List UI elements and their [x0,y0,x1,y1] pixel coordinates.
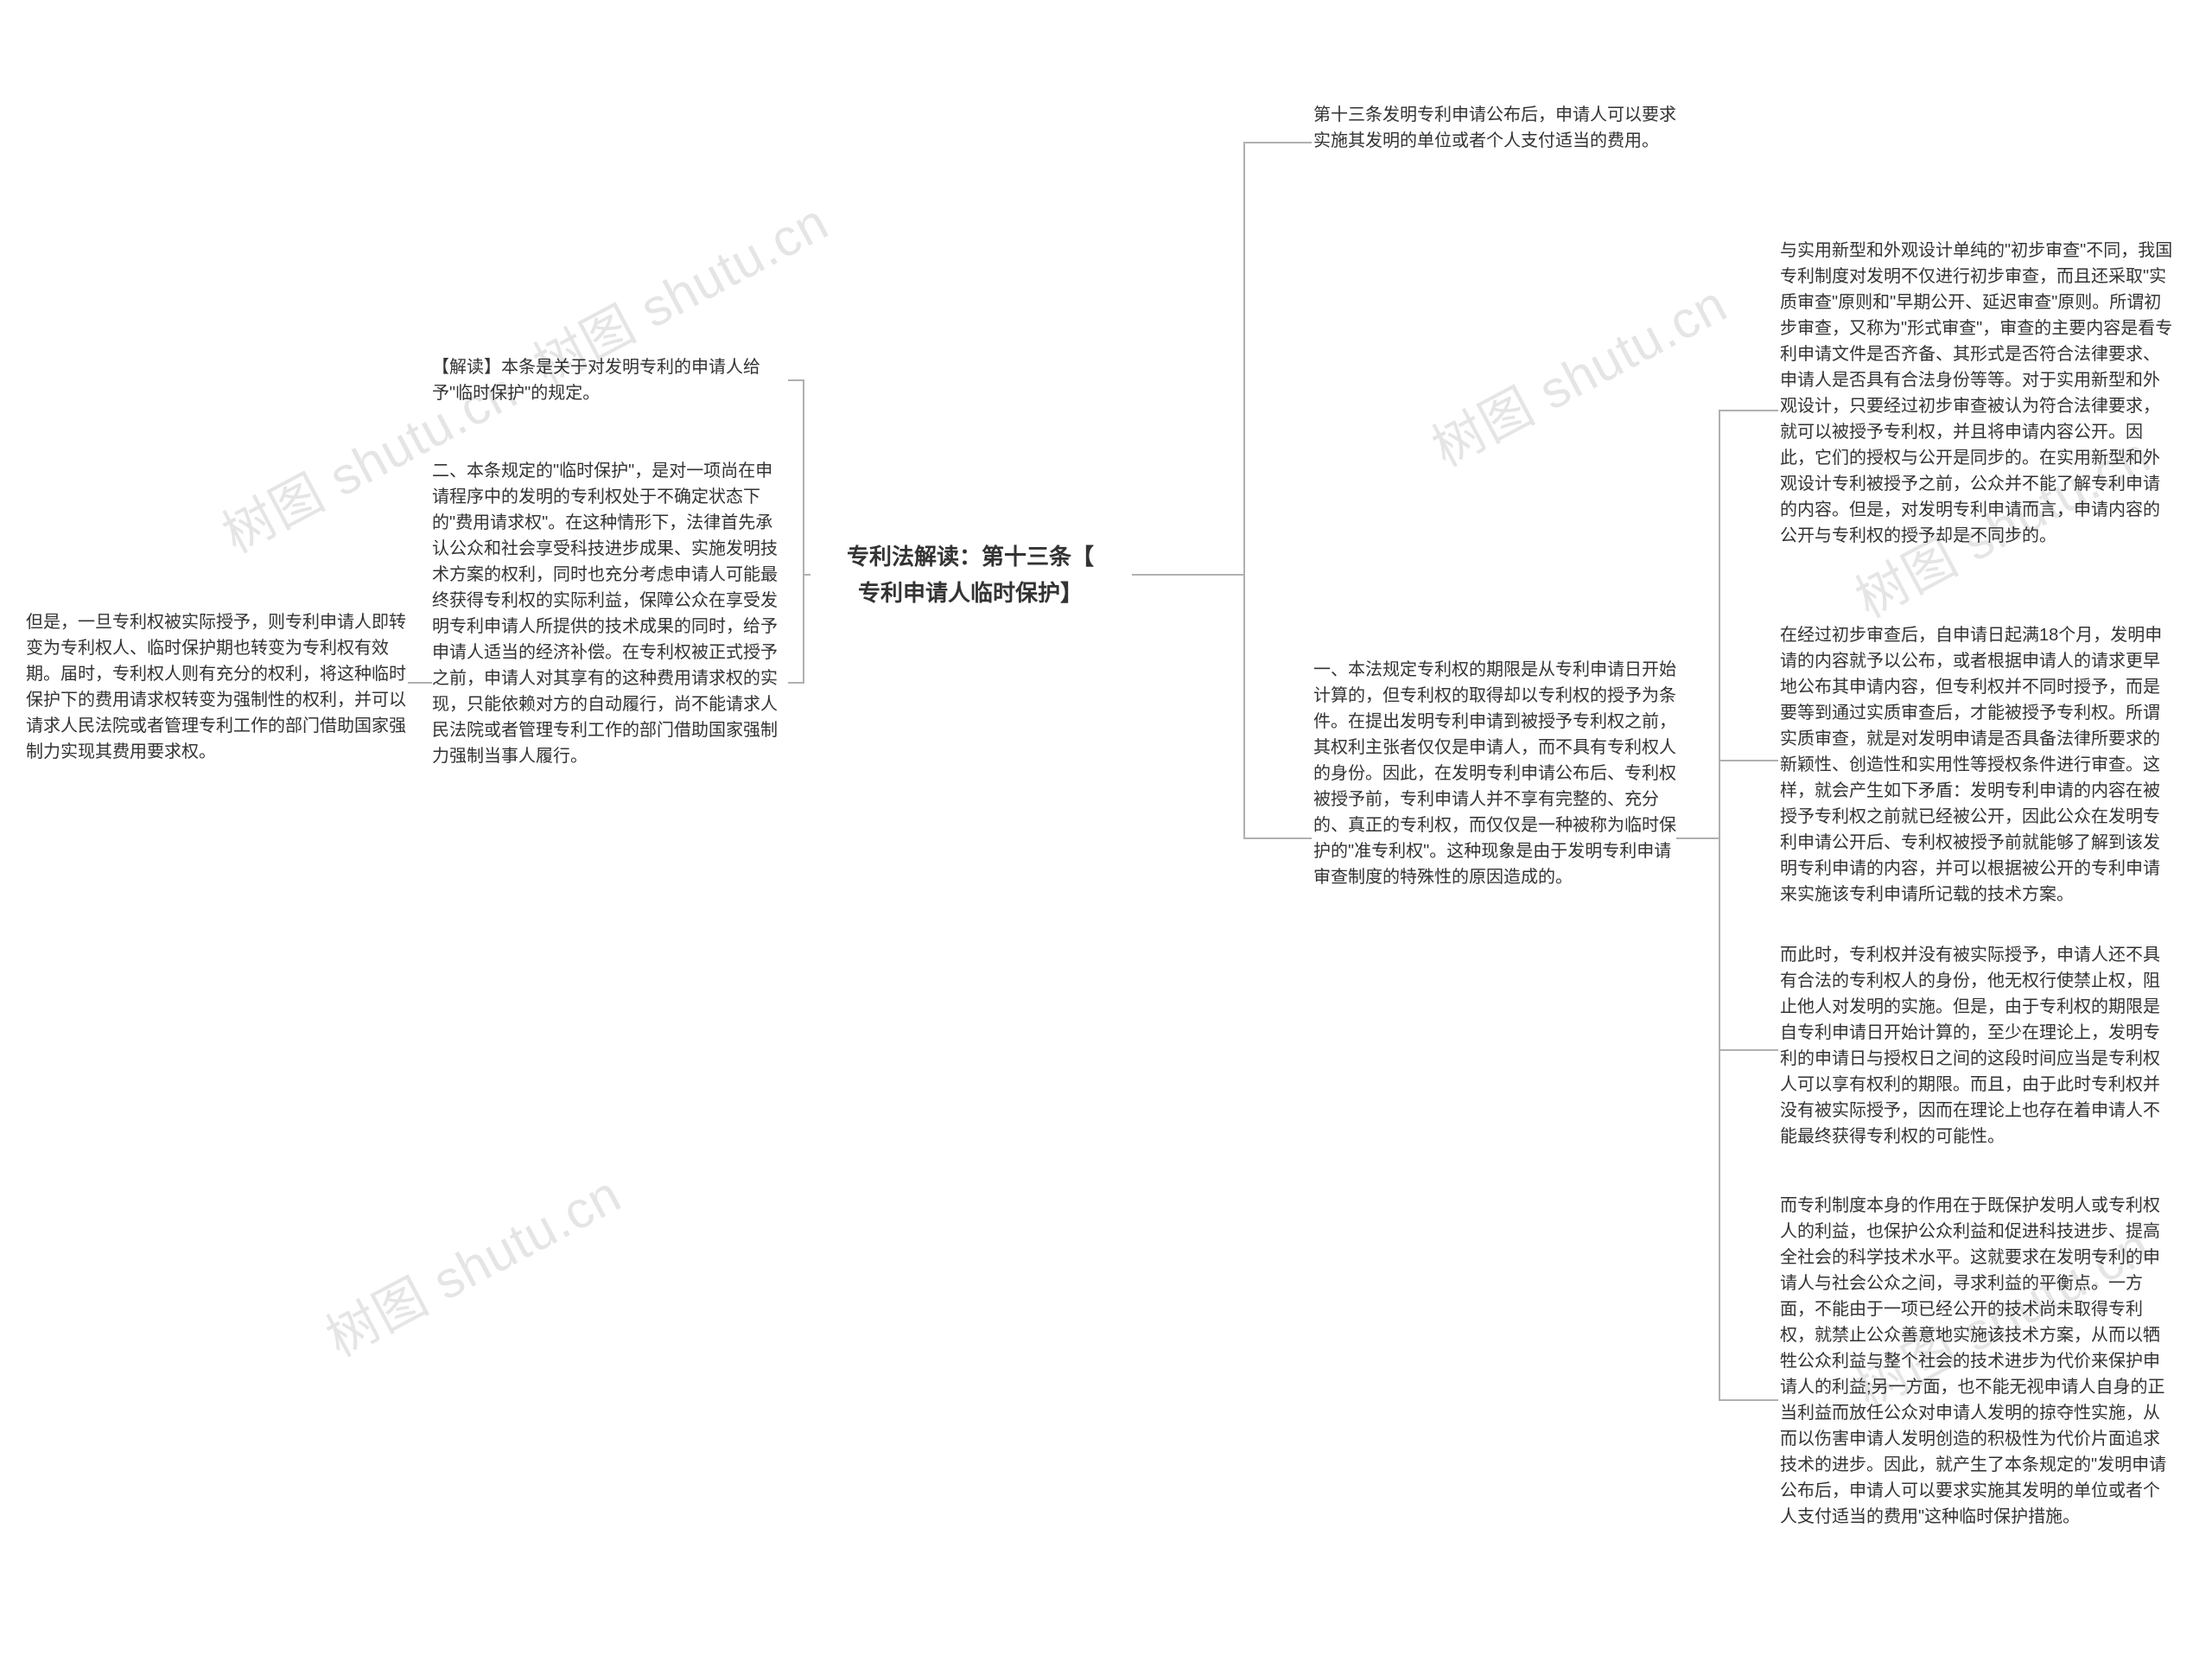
left-leaf-node: 但是，一旦专利权被实际授予，则专利申请人即转变为专利权人、临时保护期也转变为专利… [26,609,406,765]
right-leaf-3: 而此时，专利权并没有被实际授予，申请人还不具有合法的专利权人的身份，他无权行使禁… [1780,942,2173,1149]
watermark: 树图 shutu.cn [311,1153,632,1372]
connector-path [1676,761,1778,838]
right-leaf-4-text: 而专利制度本身的作用在于既保护发明人或专利权人的利益，也保护公众利益和促进科技进… [1780,1196,2166,1526]
left-top-node: 【解读】本条是关于对发明专利的申请人给予"临时保护"的规定。 [432,354,786,406]
connector-path [1676,411,1778,838]
connector-path [1676,838,1778,1050]
connector-path [788,380,810,575]
center-node: 专利法解读：第十三条【 专利申请人临时保护】 [810,539,1130,611]
left-leaf-text: 但是，一旦专利权被实际授予，则专利申请人即转变为专利权人、临时保护期也转变为专利… [26,613,406,761]
left-top-text: 【解读】本条是关于对发明专利的申请人给予"临时保护"的规定。 [432,358,760,403]
right-leaf-1: 与实用新型和外观设计单纯的"初步审查"不同，我国专利制度对发明不仅进行初步审查，… [1780,238,2173,549]
left-main-text: 二、本条规定的"临时保护"，是对一项尚在申请程序中的发明的专利权处于不确定状态下… [432,462,778,766]
connector-path [1132,143,1312,575]
center-title-line1: 专利法解读：第十三条【 [847,544,1094,570]
right-top-text: 第十三条发明专利申请公布后，申请人可以要求实施其发明的单位或者个人支付适当的费用… [1313,105,1676,150]
left-main-node: 二、本条规定的"临时保护"，是对一项尚在申请程序中的发明的专利权处于不确定状态下… [432,458,786,769]
connector-path [1676,838,1778,1400]
right-leaf-4: 而专利制度本身的作用在于既保护发明人或专利权人的利益，也保护公众利益和促进科技进… [1780,1193,2173,1530]
right-leaf-3-text: 而此时，专利权并没有被实际授予，申请人还不具有合法的专利权人的身份，他无权行使禁… [1780,946,2160,1146]
connector-path [1132,575,1312,838]
connector-path [788,575,810,683]
center-title-line2: 专利申请人临时保护】 [858,580,1083,606]
right-leaf-1-text: 与实用新型和外观设计单纯的"初步审查"不同，我国专利制度对发明不仅进行初步审查，… [1780,241,2172,545]
right-leaf-2-text: 在经过初步审查后，自申请日起满18个月，发明申请的内容就予以公布，或者根据申请人… [1780,626,2162,904]
right-main-text: 一、本法规定专利权的期限是从专利申请日开始计算的，但专利权的取得却以专利权的授予… [1313,660,1676,887]
right-leaf-2: 在经过初步审查后，自申请日起满18个月，发明申请的内容就予以公布，或者根据申请人… [1780,622,2173,907]
right-top-node: 第十三条发明专利申请公布后，申请人可以要求实施其发明的单位或者个人支付适当的费用… [1313,102,1676,154]
watermark: 树图 shutu.cn [1417,263,1738,481]
right-main-node: 一、本法规定专利权的期限是从专利申请日开始计算的，但专利权的取得却以专利权的授予… [1313,657,1676,890]
